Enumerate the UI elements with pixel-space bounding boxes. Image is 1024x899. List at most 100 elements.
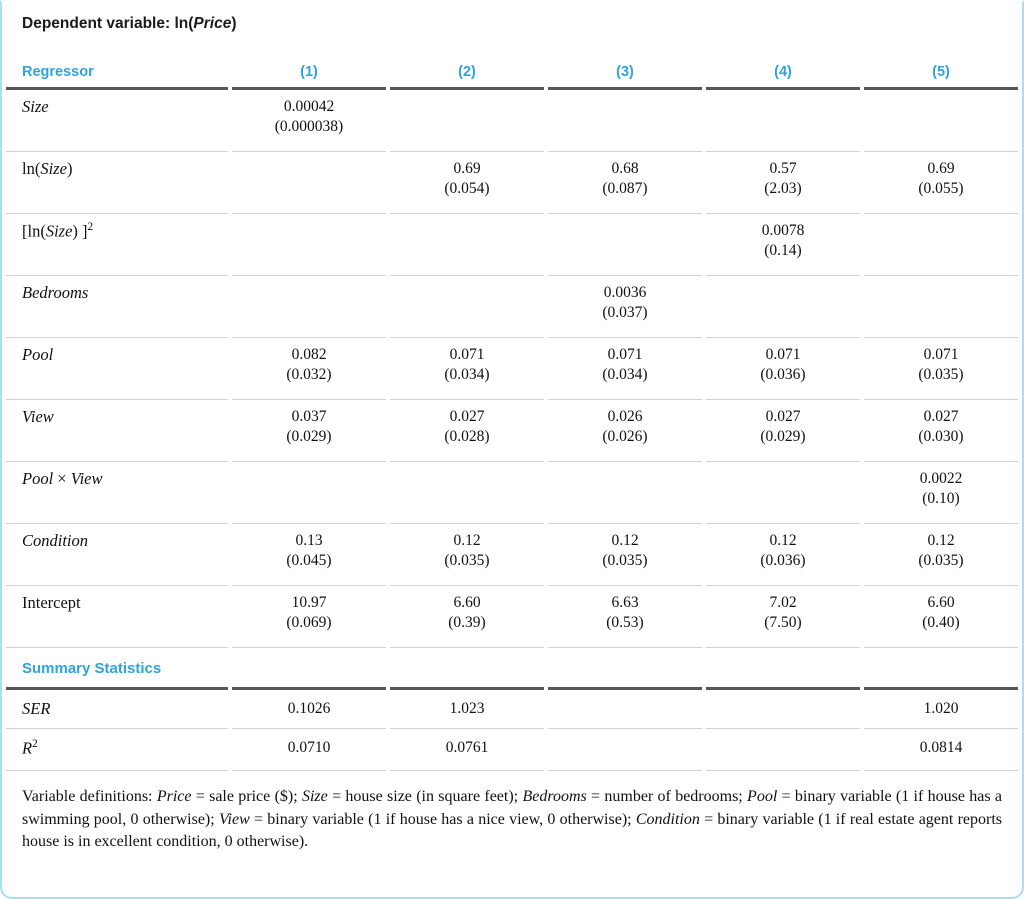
standard-error: (0.029) [286, 428, 332, 446]
row-label: Pool × View [6, 462, 228, 524]
standard-error: (0.055) [918, 180, 964, 198]
regressor-row-size: Size 0.00042 (0.000038) [6, 90, 1018, 152]
coefficient-cell [390, 90, 544, 152]
column-header-model-4: (4) [706, 63, 860, 90]
column-header-model-1: (1) [232, 63, 386, 90]
coefficient-cell: 0.12 (0.035) [864, 524, 1018, 586]
regressor-row-view: View 0.037 (0.029) 0.027 (0.028) 0.026 (… [6, 400, 1018, 462]
coefficient-value: 6.60 [453, 594, 481, 611]
standard-error: (0.034) [602, 366, 648, 384]
statistic-value: 0.0814 [864, 729, 1018, 771]
coefficient-cell: 0.027 (0.028) [390, 400, 544, 462]
coefficient-cell [548, 214, 702, 276]
coefficient-cell [706, 276, 860, 338]
coefficient-value: 0.082 [291, 346, 327, 363]
statistic-value: 0.0710 [232, 729, 386, 771]
coefficient-cell: 0.12 (0.035) [390, 524, 544, 586]
standard-error: (0.53) [606, 614, 644, 632]
row-label: View [6, 400, 228, 462]
coefficient-cell [232, 152, 386, 214]
standard-error: (0.037) [602, 304, 648, 322]
coefficient-value: 0.68 [611, 160, 639, 177]
coefficient-cell [548, 90, 702, 152]
statistic-value [706, 687, 860, 729]
coefficient-cell: 0.12 (0.036) [706, 524, 860, 586]
coefficient-cell: 10.97 (0.069) [232, 586, 386, 648]
coefficient-value: 7.02 [769, 594, 797, 611]
coefficient-cell: 7.02 (7.50) [706, 586, 860, 648]
summary-statistics-heading: Summary Statistics [22, 660, 162, 677]
column-header-regressor: Regressor [6, 63, 228, 90]
coefficient-value: 0.0078 [761, 222, 805, 239]
coefficient-value: 0.57 [769, 160, 797, 177]
coefficient-cell [390, 276, 544, 338]
coefficient-cell: 6.60 (0.40) [864, 586, 1018, 648]
regressor-row-condition: Condition 0.13 (0.045) 0.12 (0.035) 0.12… [6, 524, 1018, 586]
coefficient-cell: 0.69 (0.054) [390, 152, 544, 214]
standard-error: (0.035) [918, 552, 964, 570]
standard-error: (0.036) [760, 552, 806, 570]
regressor-row-pool-x-view: Pool × View 0.0022 (0.10) [6, 462, 1018, 524]
standard-error: (0.036) [760, 366, 806, 384]
coefficient-value: 0.027 [765, 408, 801, 425]
summary-row-ser: SER 0.1026 1.023 1.020 [6, 687, 1018, 729]
statistic-value: 0.0761 [390, 729, 544, 771]
coefficient-cell: 0.0022 (0.10) [864, 462, 1018, 524]
coefficient-cell [864, 214, 1018, 276]
standard-error: (0.035) [602, 552, 648, 570]
coefficient-cell: 0.071 (0.034) [390, 338, 544, 400]
regressor-row-intercept: Intercept 10.97 (0.069) 6.60 (0.39) 6.63… [6, 586, 1018, 648]
coefficient-value: 0.12 [769, 532, 797, 549]
coefficient-value: 0.071 [449, 346, 485, 363]
row-label: Intercept [6, 586, 228, 648]
coefficient-value: 0.027 [449, 408, 485, 425]
standard-error: (0.032) [286, 366, 332, 384]
statistic-value [548, 687, 702, 729]
coefficient-cell: 0.071 (0.034) [548, 338, 702, 400]
statistic-value: 1.023 [390, 687, 544, 729]
statistic-value: 1.020 [864, 687, 1018, 729]
coefficient-cell: 0.68 (0.087) [548, 152, 702, 214]
coefficient-value: 0.12 [611, 532, 639, 549]
standard-error: (0.029) [760, 428, 806, 446]
coefficient-value: 0.0036 [603, 284, 647, 301]
column-header-model-2: (2) [390, 63, 544, 90]
coefficient-cell: 0.0078 (0.14) [706, 214, 860, 276]
regressor-row-pool: Pool 0.082 (0.032) 0.071 (0.034) 0.071 (… [6, 338, 1018, 400]
coefficient-cell [232, 462, 386, 524]
statistic-value [548, 729, 702, 771]
coefficient-value: 0.026 [607, 408, 643, 425]
coefficient-value: 0.69 [927, 160, 955, 177]
row-label: Bedrooms [6, 276, 228, 338]
standard-error: (0.035) [444, 552, 490, 570]
summary-row-r-squared: R2 0.0710 0.0761 0.0814 [6, 729, 1018, 771]
coefficient-cell: 0.13 (0.045) [232, 524, 386, 586]
coefficient-value: 0.071 [765, 346, 801, 363]
statistic-value [706, 729, 860, 771]
row-label: Size [6, 90, 228, 152]
coefficient-value: 0.071 [607, 346, 643, 363]
regressor-row-bedrooms: Bedrooms 0.0036 (0.037) [6, 276, 1018, 338]
coefficient-cell: 0.0036 (0.037) [548, 276, 702, 338]
column-header-model-5: (5) [864, 63, 1018, 90]
coefficient-cell: 0.00042 (0.000038) [232, 90, 386, 152]
coefficient-cell: 6.60 (0.39) [390, 586, 544, 648]
regressor-row-ln-size-squared: [ln(Size) ]2 0.0078 (0.14) [6, 214, 1018, 276]
coefficient-value: 10.97 [291, 594, 327, 611]
dependent-variable-title: Dependent variable: ln(Price) [22, 15, 237, 32]
regressor-row-ln-size: ln(Size) 0.69 (0.054) 0.68 (0.087) 0.57 … [6, 152, 1018, 214]
coefficient-cell: 0.026 (0.026) [548, 400, 702, 462]
coefficient-cell [232, 276, 386, 338]
standard-error: (0.034) [444, 366, 490, 384]
coefficient-cell: 0.071 (0.036) [706, 338, 860, 400]
coefficient-value: 6.63 [611, 594, 639, 611]
standard-error: (0.40) [922, 614, 960, 632]
coefficient-cell [232, 214, 386, 276]
coefficient-value: 0.037 [291, 408, 327, 425]
coefficient-value: 0.12 [453, 532, 481, 549]
row-label: R2 [6, 729, 228, 771]
standard-error: (0.10) [922, 490, 960, 508]
coefficient-value: 0.69 [453, 160, 481, 177]
coefficient-cell: 0.071 (0.035) [864, 338, 1018, 400]
